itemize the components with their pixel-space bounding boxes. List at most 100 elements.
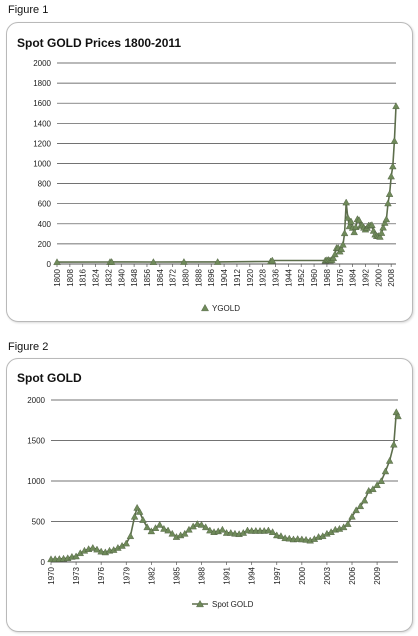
- x-tick-label: 1928: [259, 268, 268, 286]
- x-tick-label: 1904: [220, 268, 229, 286]
- data-point: [264, 526, 273, 534]
- data-point: [149, 258, 158, 265]
- data-point: [385, 190, 394, 197]
- y-tick-label: 400: [38, 220, 52, 229]
- data-point: [273, 531, 281, 539]
- figure-1-label: Figure 1: [8, 4, 49, 16]
- data-point: [389, 162, 397, 170]
- y-tick-label: 1000: [33, 160, 51, 169]
- y-tick-label: 500: [32, 518, 46, 527]
- series-ygold: [53, 102, 400, 266]
- x-tick-label: 2009: [373, 566, 382, 584]
- y-tick-label: 1500: [27, 437, 45, 446]
- data-point: [369, 485, 377, 493]
- y-tick-label: 600: [38, 200, 52, 209]
- data-point: [339, 240, 347, 248]
- y-tick-label: 800: [38, 180, 52, 189]
- x-tick-label: 1991: [223, 566, 232, 584]
- series-line: [56, 106, 397, 263]
- x-tick-label: 1896: [207, 268, 216, 286]
- data-point: [390, 440, 398, 448]
- data-point: [181, 529, 189, 537]
- data-point: [97, 547, 105, 555]
- data-point: [218, 525, 227, 533]
- data-point: [377, 477, 386, 484]
- data-point: [376, 232, 384, 240]
- x-tick-label: 1994: [248, 566, 257, 584]
- data-point: [180, 258, 188, 265]
- legend-label: YGOLD: [212, 304, 240, 313]
- data-point: [139, 516, 147, 523]
- series-spot-gold: [47, 408, 402, 563]
- data-point: [356, 502, 365, 510]
- x-tick-label: 1888: [194, 268, 203, 286]
- x-tick-label: 1848: [130, 268, 139, 286]
- x-tick-label: 1864: [156, 268, 165, 286]
- data-point: [385, 456, 394, 464]
- series-line: [50, 411, 399, 560]
- data-point: [360, 496, 369, 504]
- y-tick-label: 1800: [33, 79, 51, 88]
- data-point: [347, 217, 355, 225]
- x-tick-label: 1800: [53, 268, 62, 286]
- data-point: [160, 524, 168, 532]
- data-point: [352, 506, 360, 514]
- x-tick-label: 1832: [104, 268, 113, 286]
- data-point: [285, 534, 294, 542]
- data-point: [348, 512, 356, 520]
- x-tick-label: 1808: [66, 268, 75, 286]
- figure-2-chart: Spot GOLD 0 500 1000 1500 2000 1970 1973 1976 197…: [17, 371, 402, 609]
- y-tick-label: 2000: [27, 396, 45, 405]
- data-point: [350, 228, 358, 236]
- data-point: [93, 545, 101, 553]
- x-tick-label: 1856: [143, 268, 152, 286]
- figure-1-chart: Spot GOLD Prices 1800-2011 0 200 400 600 800 1…: [17, 36, 400, 313]
- data-point: [126, 532, 135, 540]
- x-tick-label: 2006: [348, 566, 357, 584]
- figure-1-panel: Spot GOLD Prices 1800-2011 0 200 400 600 800 1…: [6, 22, 413, 322]
- legend: Spot GOLD: [192, 599, 254, 609]
- legend-marker: [196, 599, 204, 608]
- data-point: [53, 258, 61, 266]
- data-point: [392, 102, 400, 110]
- data-point: [168, 529, 176, 537]
- data-point: [268, 528, 277, 535]
- data-point: [122, 539, 130, 547]
- x-tick-label: 1816: [79, 268, 88, 286]
- data-point: [344, 213, 352, 221]
- x-tick-label: 1872: [169, 268, 178, 286]
- x-tick-label: 2003: [323, 566, 332, 584]
- x-tick-label: 1973: [72, 566, 81, 584]
- x-tick-label: 1970: [47, 566, 56, 584]
- data-point: [377, 229, 386, 236]
- data-point: [382, 215, 391, 223]
- x-tick-label: 1960: [310, 268, 319, 286]
- y-tick-label: 0: [41, 558, 46, 567]
- data-point: [387, 172, 395, 180]
- data-point: [368, 221, 376, 228]
- legend-marker: [201, 303, 209, 312]
- x-tick-label: 1985: [172, 566, 181, 584]
- x-tick-label: 1912: [233, 268, 242, 286]
- data-point: [329, 254, 338, 261]
- x-tick-label: 1824: [92, 268, 101, 286]
- data-point: [373, 481, 381, 488]
- data-point: [193, 520, 202, 527]
- x-tick-label: 2000: [298, 566, 307, 584]
- x-tick-label: 1976: [336, 268, 345, 286]
- y-tick-label: 1000: [27, 477, 45, 486]
- y-tick-label: 2000: [33, 59, 51, 68]
- chart-title: Spot GOLD Prices 1800-2011: [17, 36, 181, 50]
- data-point: [355, 216, 363, 224]
- y-tick-label: 1200: [33, 139, 51, 148]
- legend-label: Spot GOLD: [212, 600, 254, 609]
- data-point: [277, 532, 285, 540]
- x-tick-label: 1976: [97, 566, 106, 584]
- x-tick-label: 1997: [273, 566, 282, 584]
- data-point: [197, 520, 206, 528]
- x-tick-label: 1988: [198, 566, 207, 584]
- data-point: [135, 507, 144, 515]
- x-tick-label: 1979: [122, 566, 131, 584]
- y-tick-label: 1400: [33, 119, 51, 128]
- legend: YGOLD: [201, 303, 240, 313]
